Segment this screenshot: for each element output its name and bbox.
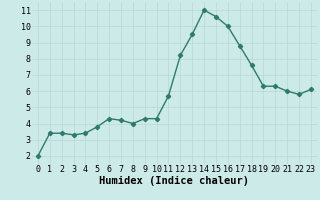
- X-axis label: Humidex (Indice chaleur): Humidex (Indice chaleur): [100, 176, 249, 186]
